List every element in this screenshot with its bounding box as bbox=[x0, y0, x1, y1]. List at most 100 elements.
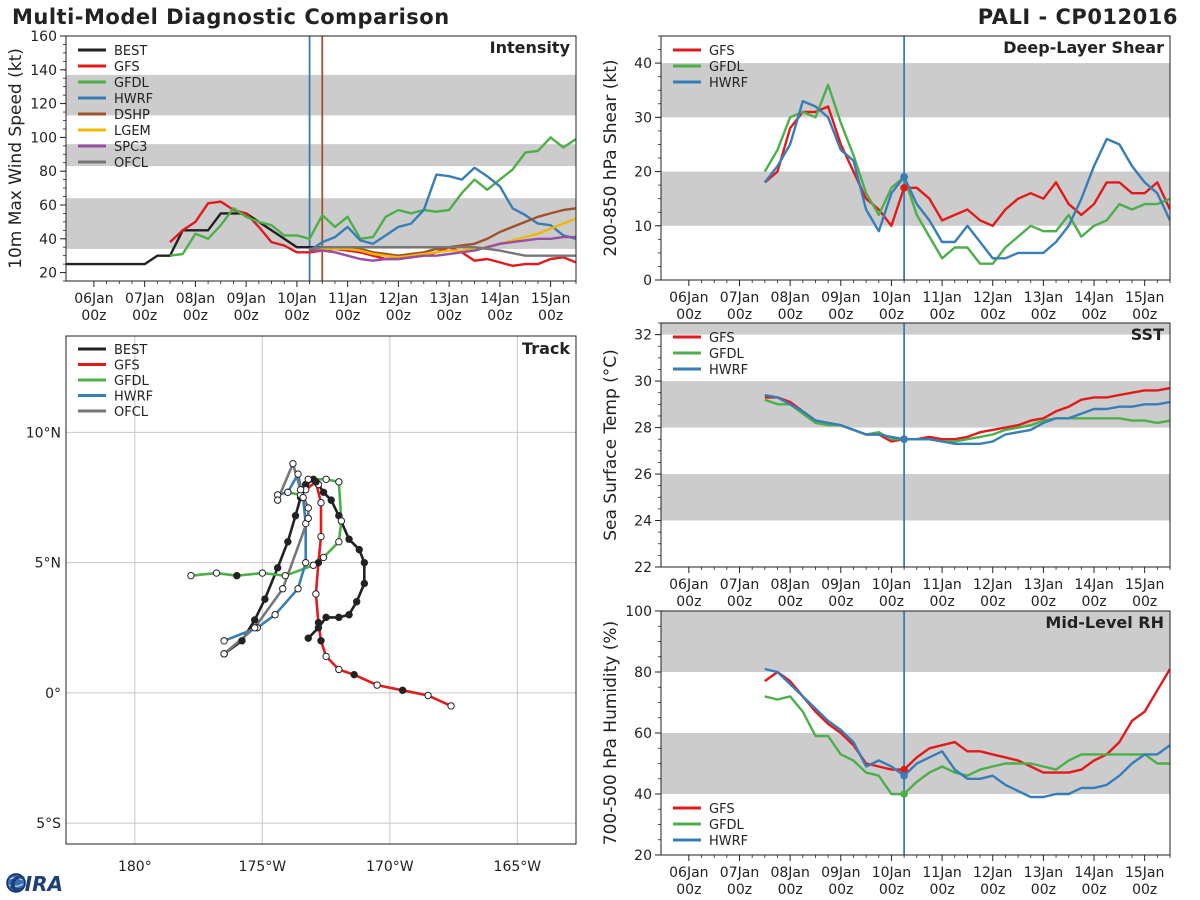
rh-legend-label-gfdl: GFDL bbox=[709, 818, 745, 833]
track-position-marker bbox=[291, 512, 300, 520]
rh-series-gfdl bbox=[764, 695, 1170, 796]
shear-xtick-label-date: 14Jan bbox=[1074, 290, 1113, 306]
track-position-marker bbox=[373, 681, 381, 689]
rh-series-hwrf bbox=[764, 667, 1170, 799]
track-legend-label-best: BEST bbox=[114, 343, 147, 358]
track-position-marker bbox=[251, 616, 259, 624]
rh-xtick-label-date: 13Jan bbox=[1024, 865, 1063, 881]
shear-xtick-label-date: 15Jan bbox=[1125, 290, 1164, 306]
sst-xtick-label-hour: 00z bbox=[1031, 594, 1056, 610]
track-legend-label-gfdl: GFDL bbox=[114, 374, 150, 389]
track-position-marker bbox=[304, 634, 312, 642]
cira-logo: CIRA bbox=[6, 872, 63, 896]
intensity-ytick-label: 140 bbox=[30, 63, 57, 79]
intensity-xtick-label-date: 12Jan bbox=[379, 291, 418, 307]
track-legend-label-gfs: GFS bbox=[114, 359, 140, 374]
rh-panel: 2040608010006Jan00z07Jan00z08Jan00z09Jan… bbox=[601, 604, 1171, 898]
track-position-marker bbox=[312, 590, 320, 598]
intensity-frame bbox=[65, 35, 577, 282]
sst-panel-title: SST bbox=[1131, 325, 1164, 344]
track-legend-label-ofcl: OFCL bbox=[114, 405, 149, 420]
rh-xtick-label-hour: 00z bbox=[676, 882, 701, 898]
shear-marker-gfs bbox=[900, 184, 908, 192]
shear-xtick-label-hour: 00z bbox=[930, 307, 955, 323]
track-xtick-label: 170°W bbox=[366, 859, 414, 875]
shear-xtick-label-date: 12Jan bbox=[973, 290, 1012, 306]
track-position-marker bbox=[294, 470, 302, 478]
intensity-xtick-label-date: 06Jan bbox=[74, 291, 113, 307]
track-position-marker bbox=[335, 613, 343, 622]
track-position-marker bbox=[251, 624, 259, 632]
track-position-marker bbox=[353, 598, 361, 606]
shear-panel-title: Deep-Layer Shear bbox=[1003, 38, 1164, 57]
track-ytick-label: 10°N bbox=[26, 425, 61, 441]
storm-id-title: PALI - CP012016 bbox=[977, 5, 1178, 29]
sst-frame bbox=[660, 322, 1171, 568]
intensity-series-ofcl bbox=[309, 245, 576, 257]
intensity-xtick-label-hour: 00z bbox=[81, 308, 106, 324]
intensity-xtick-label-date: 07Jan bbox=[125, 291, 164, 307]
track-series-best bbox=[223, 477, 366, 655]
track-position-marker bbox=[350, 670, 358, 679]
shear-xtick-label-hour: 00z bbox=[828, 307, 853, 323]
shear-legend-label-hwrf: HWRF bbox=[709, 76, 748, 91]
intensity-xtick-label-hour: 00z bbox=[132, 308, 157, 324]
rh-xtick-label-date: 14Jan bbox=[1074, 865, 1113, 881]
rh-xtick-label-hour: 00z bbox=[879, 882, 904, 898]
track-position-marker bbox=[335, 665, 343, 674]
intensity-band-1 bbox=[66, 144, 576, 167]
track-ytick-label: 5°N bbox=[35, 556, 61, 572]
sst-legend-label-gfdl: GFDL bbox=[709, 347, 745, 362]
intensity-xtick-label-hour: 00z bbox=[335, 308, 360, 324]
intensity-legend-label-lgem: LGEM bbox=[114, 124, 151, 139]
shear-xtick-label-date: 07Jan bbox=[720, 290, 759, 306]
track-position-marker bbox=[322, 475, 330, 483]
rh-xtick-label-date: 06Jan bbox=[669, 865, 708, 881]
rh-legend-label-gfs: GFS bbox=[709, 802, 735, 817]
sst-ytick-label: 26 bbox=[634, 467, 652, 483]
track-position-marker bbox=[294, 584, 302, 593]
track-xtick-label: 165°W bbox=[494, 859, 542, 875]
sst-ytick-label: 30 bbox=[634, 374, 652, 390]
shear-legend-label-gfdl: GFDL bbox=[709, 60, 745, 75]
rh-xtick-label-hour: 00z bbox=[980, 882, 1005, 898]
intensity-series-gfdl bbox=[169, 136, 576, 257]
sst-ytick-label: 24 bbox=[634, 514, 652, 530]
shear-xtick-label-date: 11Jan bbox=[922, 290, 961, 306]
rh-ytick-label: 60 bbox=[634, 726, 652, 742]
intensity-ytick-label: 160 bbox=[30, 29, 57, 45]
track-position-marker bbox=[302, 558, 310, 567]
shear-xtick-label-hour: 00z bbox=[980, 307, 1005, 323]
intensity-xtick-label-date: 10Jan bbox=[277, 291, 316, 307]
track-position-marker bbox=[273, 564, 282, 572]
rh-ytick-label: 80 bbox=[634, 665, 652, 681]
track-position-marker bbox=[360, 558, 369, 567]
intensity-legend-label-dshp: DSHP bbox=[114, 108, 150, 123]
rh-ytick-label: 20 bbox=[634, 848, 652, 864]
rh-marker-hwrf bbox=[900, 771, 908, 780]
track-position-marker bbox=[271, 611, 279, 619]
track-position-marker bbox=[314, 618, 323, 627]
rh-xtick-label-date: 07Jan bbox=[720, 865, 759, 881]
track-ytick-label: 0° bbox=[45, 686, 61, 702]
sst-band-1 bbox=[661, 381, 1170, 428]
rh-xtick-label-hour: 00z bbox=[778, 882, 803, 898]
track-position-marker bbox=[424, 691, 432, 700]
shear-ytick-label: 30 bbox=[634, 110, 652, 126]
track-position-marker bbox=[322, 613, 330, 622]
sst-y-axis-label: Sea Surface Temp (°C) bbox=[601, 349, 621, 541]
rh-xtick-label-hour: 00z bbox=[1031, 882, 1056, 898]
track-panel-title: Track bbox=[522, 339, 570, 358]
intensity-legend-label-best: BEST bbox=[114, 44, 147, 59]
track-position-marker bbox=[319, 553, 328, 562]
rh-xtick-label-hour: 00z bbox=[1081, 882, 1106, 898]
intensity-xtick-label-hour: 00z bbox=[183, 308, 208, 324]
track-frame bbox=[65, 335, 577, 845]
rh-xtick-label-hour: 00z bbox=[828, 882, 853, 898]
rh-legend-label-hwrf: HWRF bbox=[709, 834, 748, 849]
shear-xtick-label-date: 10Jan bbox=[872, 290, 911, 306]
track-position-marker bbox=[319, 488, 328, 497]
intensity-series-best bbox=[66, 212, 348, 266]
track-position-marker bbox=[322, 652, 330, 661]
intensity-ytick-label: 20 bbox=[39, 266, 57, 282]
